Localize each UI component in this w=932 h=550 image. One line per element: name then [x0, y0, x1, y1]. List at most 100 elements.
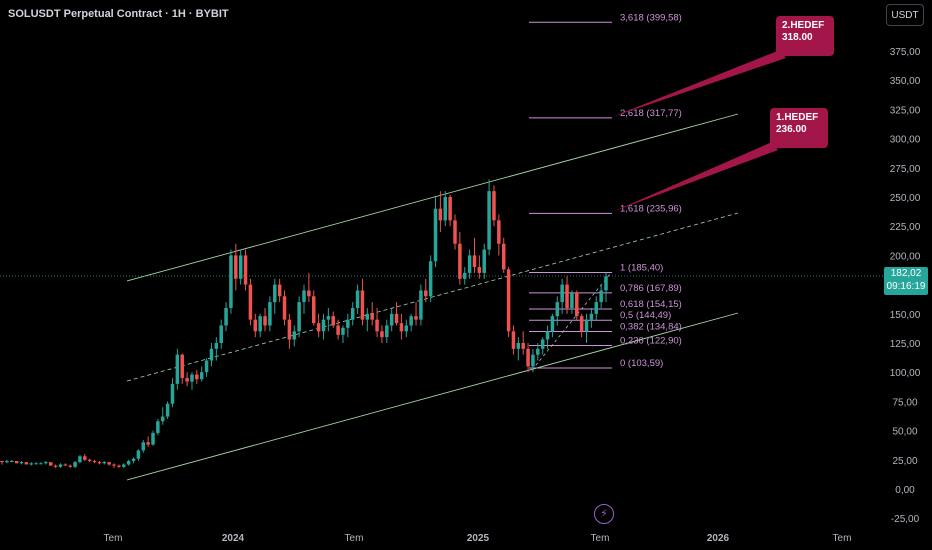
candle-body	[380, 331, 384, 338]
candle-body	[594, 302, 599, 314]
candle-body	[122, 464, 126, 467]
candle-body	[97, 462, 102, 464]
candle-body	[151, 432, 155, 445]
candle-body	[19, 462, 24, 464]
candle-body	[565, 284, 569, 308]
y-tick-label: 100,00	[890, 368, 921, 379]
candle-body	[0, 460, 4, 463]
lightning-icon[interactable]: ⚡	[594, 504, 614, 524]
candle-body	[34, 463, 38, 465]
candle-body	[263, 316, 267, 326]
candle-body	[438, 208, 443, 221]
candle-body	[185, 378, 189, 382]
candle-body	[92, 460, 97, 463]
fib-level-label: 3,618 (399,58)	[620, 12, 682, 23]
candle-body	[346, 319, 350, 328]
target-2-pointer	[612, 50, 786, 117]
candle-body	[273, 284, 277, 303]
target-1-name: 1.HEDEF	[776, 112, 819, 123]
candle-body	[584, 319, 589, 332]
symbol-title: SOLUSDT Perpetual Contract · 1H · BYBIT	[8, 8, 229, 20]
y-tick-label: 50,00	[892, 427, 917, 438]
y-tick-label: 150,00	[890, 310, 921, 321]
candle-body	[443, 197, 448, 221]
y-tick-label: 300,00	[890, 135, 921, 146]
candle-body	[117, 465, 121, 467]
candle-body	[277, 284, 282, 297]
fib-trend-line	[531, 273, 611, 371]
candle-body	[492, 191, 496, 221]
price-channel	[0, 113, 884, 481]
y-tick-label: 375,00	[890, 47, 921, 58]
candle-body	[136, 450, 141, 459]
candle-body	[302, 290, 306, 303]
candle-body	[9, 460, 14, 462]
candle-body	[326, 316, 331, 320]
candle-body	[170, 383, 175, 404]
candle-body	[536, 348, 540, 355]
fib-level-label: 2,618 (317,77)	[620, 108, 682, 119]
candle-body	[253, 319, 258, 332]
candle-body	[238, 255, 243, 279]
candle-body	[87, 459, 92, 461]
target-pointers	[612, 50, 786, 212]
x-tick-label: 2026	[707, 533, 730, 544]
fib-level-label: 0 (103,59)	[620, 358, 663, 369]
candle-body	[112, 464, 116, 466]
target-1-pointer	[612, 142, 778, 212]
candle-body	[258, 316, 262, 332]
candle-body	[156, 421, 160, 433]
y-axis: 375,00 350,00 325,00 300,00 275,00 250,00 225,…	[890, 47, 921, 525]
candle-body	[160, 416, 165, 422]
y-tick-label: 275,00	[890, 164, 921, 175]
fib-level-label: 0,382 (134,84)	[620, 322, 682, 333]
target-1-label[interactable]: 1.HEDEF 236.00	[770, 108, 828, 148]
candle-body	[433, 208, 438, 262]
y-tick-label: 350,00	[890, 76, 921, 87]
y-tick-label: 0,00	[895, 485, 915, 496]
target-2-label[interactable]: 2.HEDEF 318.00	[776, 16, 834, 56]
candle-body	[350, 307, 355, 320]
channel-upper-line	[126, 113, 739, 282]
candle-body	[204, 360, 209, 373]
candle-body	[428, 261, 433, 297]
candle-body	[44, 462, 48, 464]
candle-body	[316, 323, 321, 332]
candle-body	[511, 331, 516, 349]
candle-body	[389, 313, 394, 326]
candle-body	[462, 272, 467, 279]
candle-body	[555, 302, 560, 317]
candle-body	[282, 296, 287, 320]
candle-body	[599, 290, 603, 303]
candle-body	[287, 319, 292, 340]
fib-level-label: 1,618 (235,96)	[620, 203, 682, 214]
candle-body	[453, 220, 457, 244]
y-tick-label: 325,00	[890, 105, 921, 116]
candle-body	[58, 464, 63, 467]
candle-body	[102, 462, 107, 464]
currency-button[interactable]: USDT	[886, 4, 924, 26]
fib-level-label: 0,786 (167,89)	[620, 283, 682, 294]
x-tick-label: Tem	[345, 533, 364, 544]
candle-body	[540, 339, 545, 349]
candle-body	[214, 343, 219, 349]
channel-middle-line	[126, 212, 739, 382]
candle-body	[229, 255, 233, 308]
candle-body	[195, 374, 199, 380]
candle-body	[68, 465, 72, 467]
candle-body	[467, 255, 472, 273]
x-tick-label: Tem	[833, 533, 852, 544]
bar-countdown: 09:16:19	[886, 281, 926, 292]
x-tick-label: Tem	[104, 533, 123, 544]
y-tick-label: 225,00	[890, 222, 921, 233]
candle-body	[5, 460, 9, 463]
channel-lower-line	[126, 312, 739, 481]
candle-body	[521, 343, 525, 349]
candle-body	[589, 313, 594, 320]
y-tick-label: 25,00	[892, 456, 917, 467]
candle-body	[234, 255, 238, 279]
y-tick-label: 125,00	[890, 339, 921, 350]
candle-body	[131, 458, 136, 461]
y-tick-label: -25,00	[891, 514, 920, 525]
